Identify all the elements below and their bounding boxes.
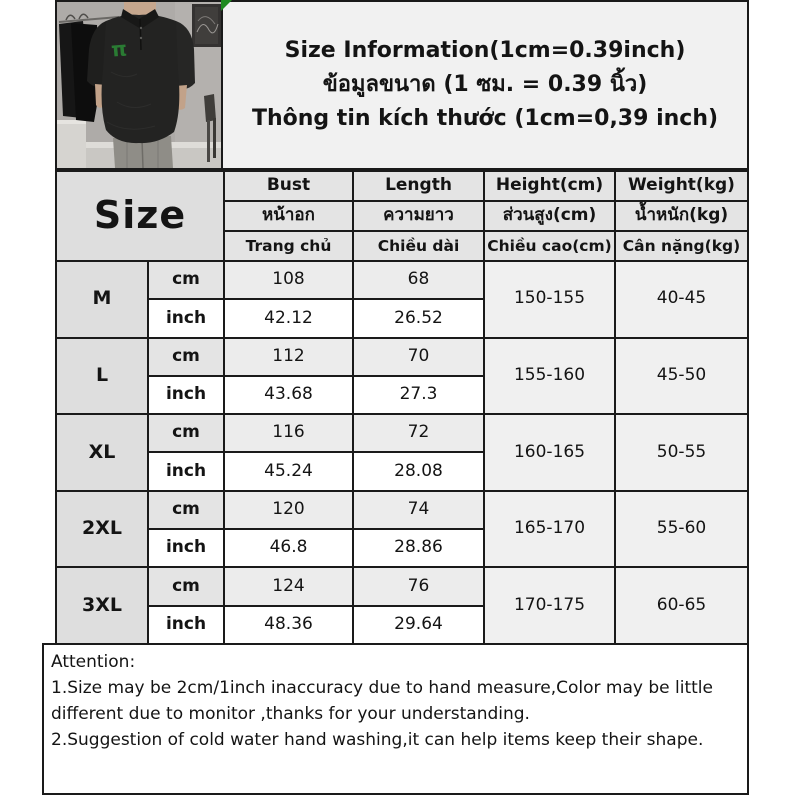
length-inch-2xl: 28.86 bbox=[353, 529, 484, 568]
size-label-xl: XL bbox=[56, 414, 148, 491]
title-block: Size Information(1cm=0.39inch) ข้อมูลขนา… bbox=[221, 0, 749, 170]
col-header-weight-vi: Cân nặng(kg) bbox=[615, 231, 748, 261]
col-header-height-vi: Chiều cao(cm) bbox=[484, 231, 615, 261]
product-photo: π bbox=[55, 0, 223, 170]
bust-cm-m: 108 bbox=[224, 261, 353, 300]
length-cm-xl: 72 bbox=[353, 414, 484, 453]
green-corner-marker bbox=[221, 0, 232, 11]
col-header-height-en: Height(cm) bbox=[484, 171, 615, 201]
cabinet bbox=[57, 120, 86, 168]
unit-inch: inch bbox=[148, 529, 224, 568]
height-range-xl: 160-165 bbox=[484, 414, 615, 491]
size-header-cell: Size bbox=[56, 171, 224, 261]
weight-range-l: 45-50 bbox=[615, 337, 748, 415]
unit-cm: cm bbox=[148, 414, 224, 453]
col-header-bust-en: Bust bbox=[224, 171, 353, 201]
height-range-l: 155-160 bbox=[484, 337, 615, 415]
length-inch-xl: 28.08 bbox=[353, 452, 484, 491]
length-inch-m: 26.52 bbox=[353, 299, 484, 338]
col-header-weight-th: น้ำหนัก(kg) bbox=[615, 201, 748, 231]
col-header-length-en: Length bbox=[353, 171, 484, 201]
length-cm-l: 70 bbox=[353, 337, 484, 376]
length-cm-m: 68 bbox=[353, 261, 484, 300]
unit-inch: inch bbox=[148, 375, 224, 415]
unit-inch: inch bbox=[148, 452, 224, 491]
unit-inch: inch bbox=[148, 605, 224, 644]
product-photo-illustration: π bbox=[57, 2, 221, 168]
bust-inch-l: 43.68 bbox=[224, 375, 353, 415]
polo-shirt bbox=[101, 14, 180, 144]
bust-cm-xl: 116 bbox=[224, 414, 353, 453]
attention-line-2: 2.Suggestion of cold water hand washing,… bbox=[51, 730, 704, 750]
size-label-2xl: 2XL bbox=[56, 490, 148, 568]
chair bbox=[204, 94, 216, 162]
col-header-bust-th: หน้าอก bbox=[224, 201, 353, 231]
col-header-weight-en: Weight(kg) bbox=[615, 171, 748, 201]
length-cm-3xl: 76 bbox=[353, 567, 484, 606]
weight-range-m: 40-45 bbox=[615, 261, 748, 338]
picture-frame bbox=[192, 4, 221, 47]
col-header-height-th: ส่วนสูง(cm) bbox=[484, 201, 615, 231]
weight-range-xl: 50-55 bbox=[615, 414, 748, 491]
neck bbox=[124, 2, 156, 16]
col-header-bust-vi: Trang chủ bbox=[224, 231, 353, 261]
unit-inch: inch bbox=[148, 299, 224, 338]
size-label-m: M bbox=[56, 261, 148, 338]
attention-heading: Attention: bbox=[51, 652, 136, 672]
length-inch-3xl: 29.64 bbox=[353, 605, 484, 644]
bust-inch-2xl: 46.8 bbox=[224, 529, 353, 568]
length-cm-2xl: 74 bbox=[353, 490, 484, 530]
size-label-3xl: 3XL bbox=[56, 567, 148, 644]
unit-cm: cm bbox=[148, 337, 224, 376]
bust-cm-2xl: 120 bbox=[224, 490, 353, 530]
unit-cm: cm bbox=[148, 567, 224, 606]
title-thai: ข้อมูลขนาด (1 ซม. = 0.39 นิ้ว) bbox=[322, 72, 648, 97]
length-inch-l: 27.3 bbox=[353, 375, 484, 415]
col-header-length-th: ความยาว bbox=[353, 201, 484, 231]
attention-line-1: 1.Size may be 2cm/1inch inaccuracy due t… bbox=[51, 678, 713, 724]
title-vietnamese: Thông tin kích thước (1cm=0,39 inch) bbox=[251, 106, 719, 131]
bust-inch-3xl: 48.36 bbox=[224, 605, 353, 644]
model-in-polo-shirt: π bbox=[87, 2, 195, 168]
height-range-m: 150-155 bbox=[484, 261, 615, 338]
unit-cm: cm bbox=[148, 490, 224, 530]
weight-range-2xl: 55-60 bbox=[615, 490, 748, 568]
weight-range-3xl: 60-65 bbox=[615, 567, 748, 644]
bust-inch-m: 42.12 bbox=[224, 299, 353, 338]
col-header-length-vi: Chiều dài bbox=[353, 231, 484, 261]
size-table: Size Bust Length Height(cm) Weight(kg) ห… bbox=[55, 170, 749, 645]
height-range-2xl: 165-170 bbox=[484, 490, 615, 568]
bust-cm-3xl: 124 bbox=[224, 567, 353, 606]
unit-cm: cm bbox=[148, 261, 224, 300]
bust-cm-l: 112 bbox=[224, 337, 353, 376]
height-range-3xl: 170-175 bbox=[484, 567, 615, 644]
chest-logo: π bbox=[110, 36, 128, 61]
title-english: Size Information(1cm=0.39inch) bbox=[284, 38, 686, 63]
attention-notes: Attention: 1.Size may be 2cm/1inch inacc… bbox=[42, 643, 749, 795]
size-label-l: L bbox=[56, 337, 148, 415]
bust-inch-xl: 45.24 bbox=[224, 452, 353, 491]
